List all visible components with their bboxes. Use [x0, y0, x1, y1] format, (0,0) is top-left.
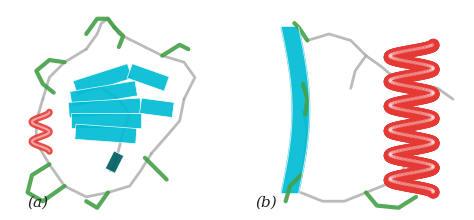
- Polygon shape: [70, 81, 137, 107]
- Polygon shape: [281, 28, 310, 192]
- Polygon shape: [71, 113, 141, 128]
- Polygon shape: [139, 98, 174, 117]
- Polygon shape: [105, 151, 124, 173]
- Text: (b): (b): [255, 196, 277, 210]
- Text: (a): (a): [27, 196, 49, 210]
- Polygon shape: [75, 124, 137, 144]
- Polygon shape: [73, 64, 132, 95]
- Polygon shape: [68, 98, 141, 117]
- Polygon shape: [127, 64, 169, 91]
